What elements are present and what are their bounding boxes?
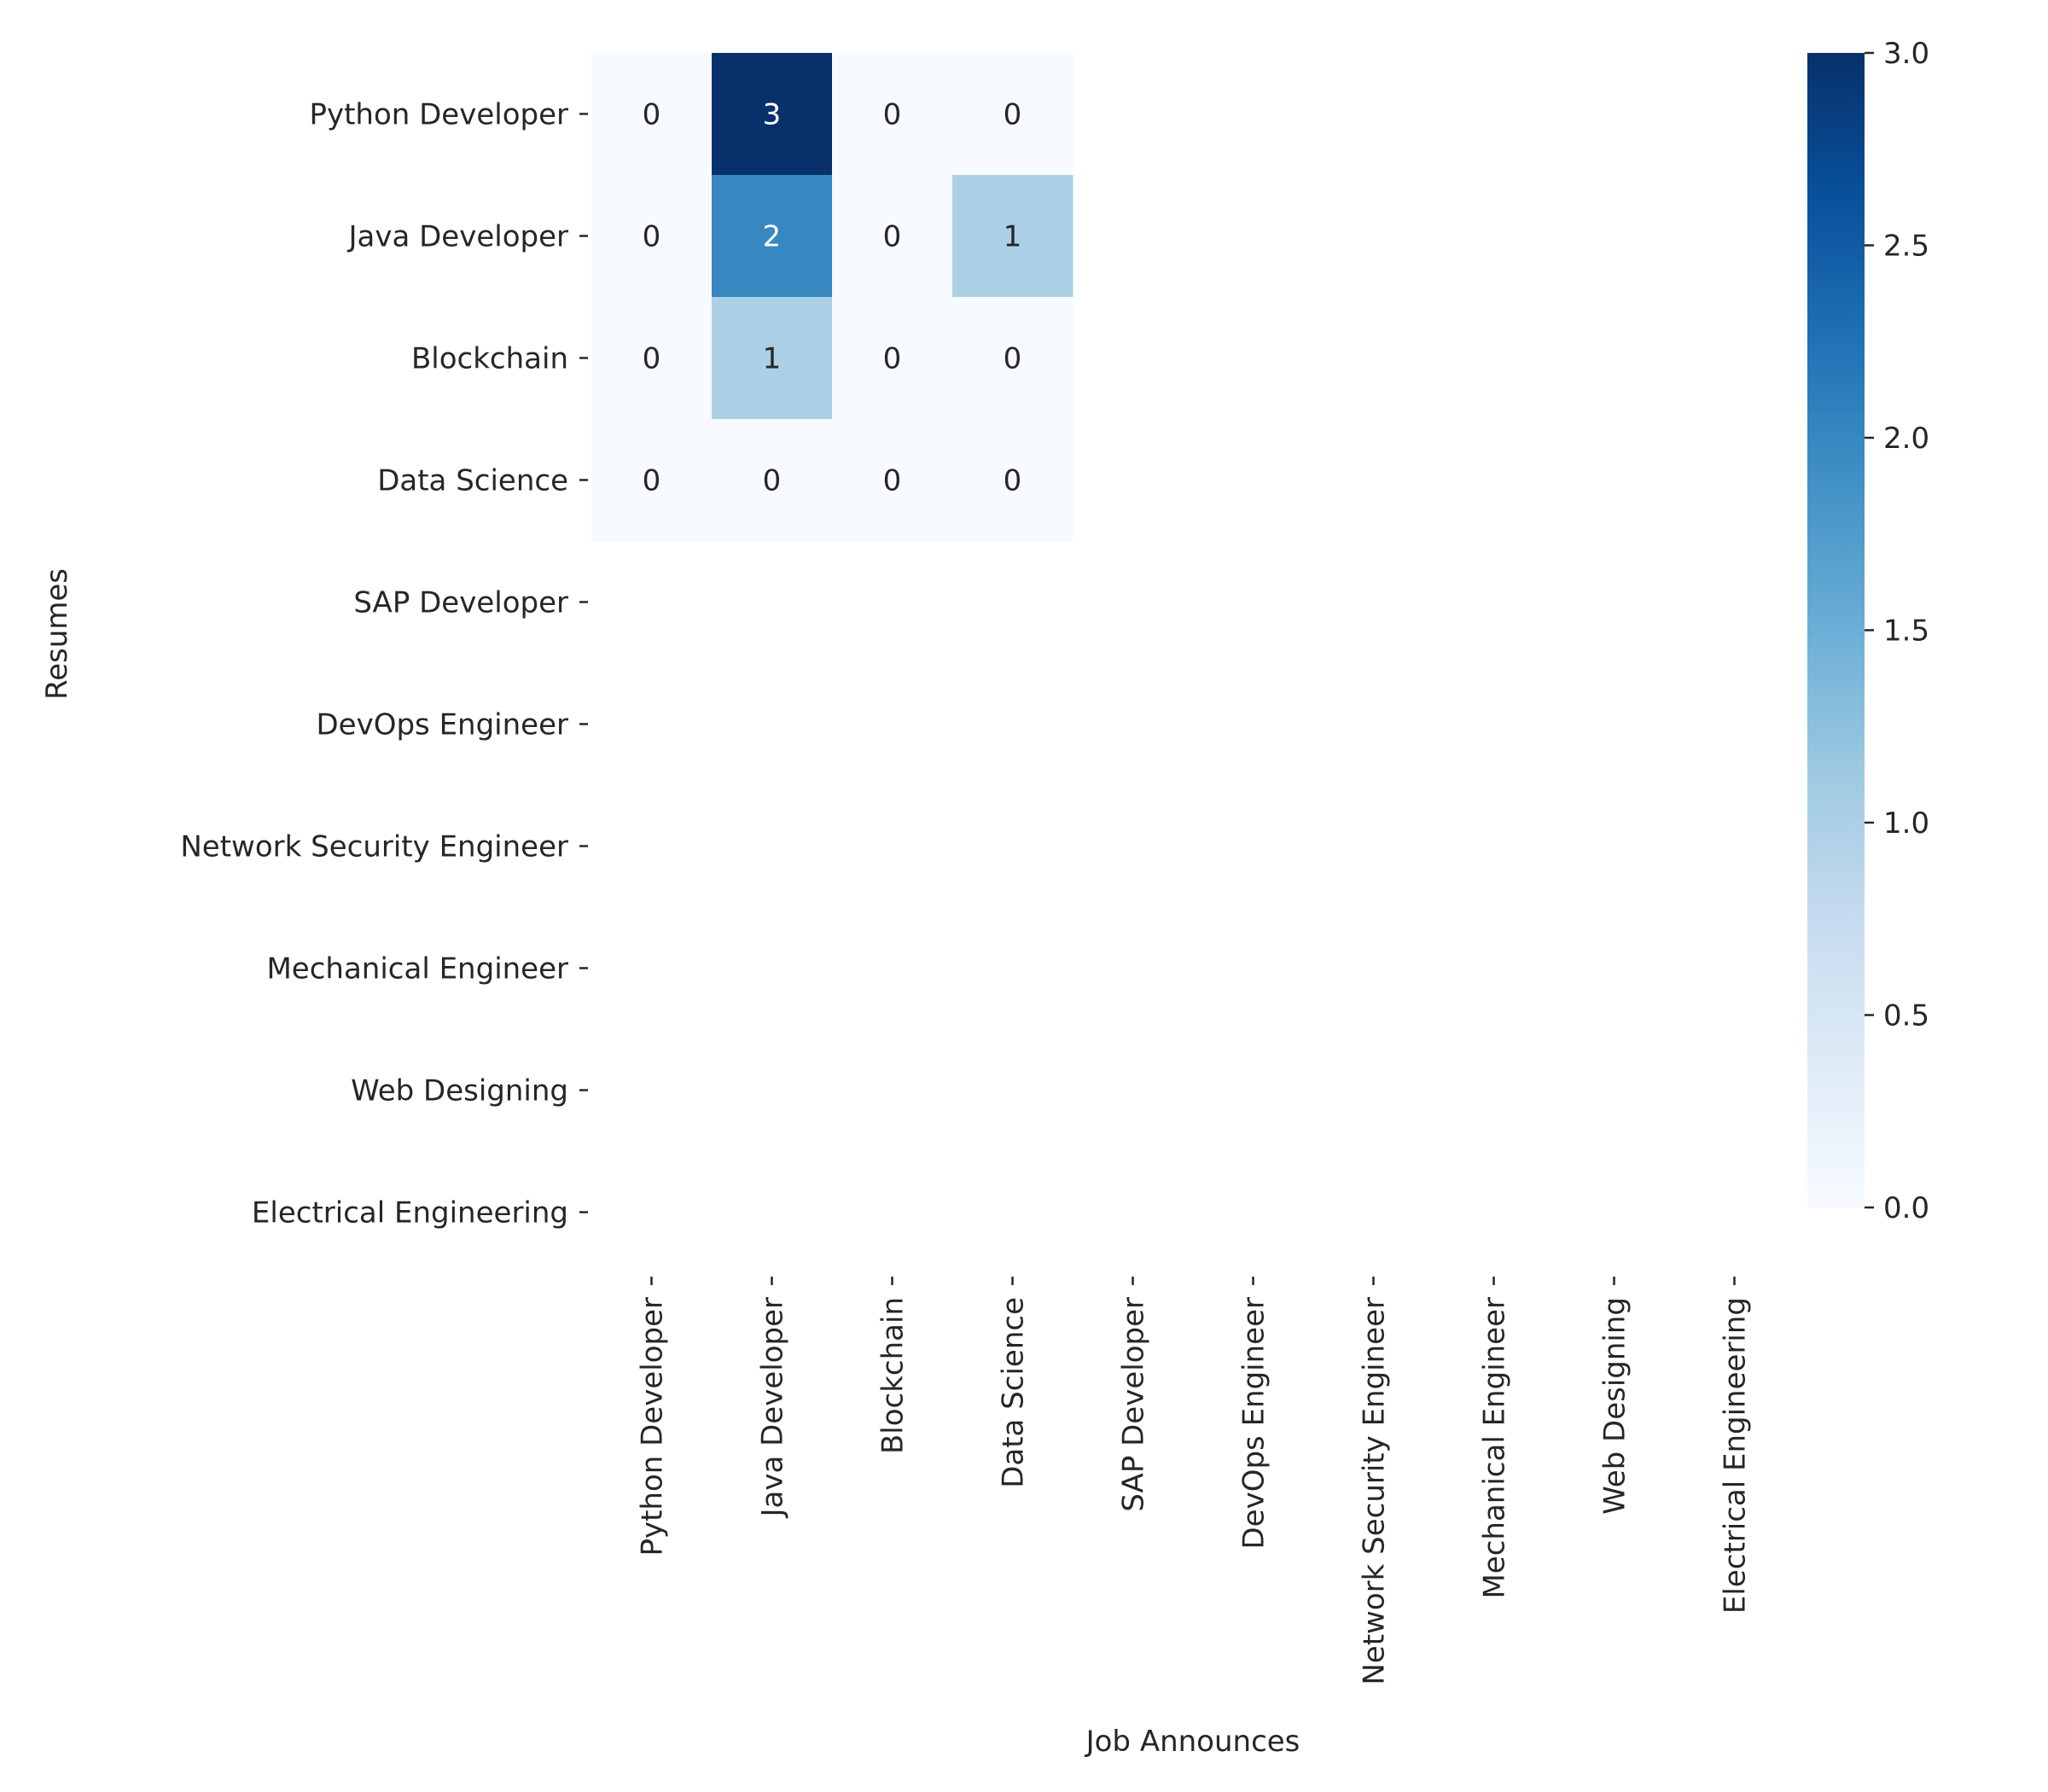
cell-value-label: 0 [1004, 342, 1022, 376]
heatmap-cell [712, 297, 833, 420]
heatmap-cell [712, 419, 833, 542]
cell-value-label: 0 [1004, 98, 1022, 132]
heatmap-cell [952, 53, 1073, 176]
cell-value-label: 0 [643, 342, 661, 376]
colorbar-gradient [1807, 53, 1865, 1207]
y-axis-label: Resumes [40, 568, 74, 700]
colorbar-tick-label: 3.0 [1883, 37, 1929, 71]
cell-value-label: 0 [643, 464, 661, 498]
y-tick-label: Mechanical Engineer [266, 952, 568, 986]
colorbar-tick-label: 1.5 [1883, 614, 1929, 649]
x-tick-label: Web Designing [1598, 1297, 1632, 1515]
heatmap-cells [591, 53, 1073, 542]
heatmap-cell [832, 53, 953, 176]
y-tick-label: SAP Developer [353, 586, 568, 620]
cell-value-label: 0 [643, 98, 661, 132]
x-tick-label: Network Security Engineer [1358, 1297, 1392, 1685]
x-tick-label: DevOps Engineer [1237, 1297, 1271, 1550]
cell-value-label: 0 [883, 342, 902, 376]
cell-value-label: 0 [883, 220, 902, 254]
cell-value-label: 0 [1004, 464, 1022, 498]
x-axis-label: Job Announces [1085, 1725, 1300, 1759]
x-tick-label: Python Developer [636, 1297, 670, 1556]
heatmap-cell [591, 53, 713, 176]
x-tick-label: Electrical Engineering [1719, 1297, 1753, 1614]
cell-value-label: 0 [763, 464, 782, 498]
heatmap-cell [952, 419, 1073, 542]
y-axis-ticks: Python Developer Java Developer Blockchain… [180, 98, 588, 1231]
colorbar: 0.0 0.5 1.0 1.5 2.0 2.5 3.0 [1807, 37, 1929, 1225]
y-tick-label: Python Developer [309, 98, 568, 132]
cell-value-label: 2 [763, 220, 782, 254]
heatmap-cell [952, 175, 1073, 298]
cell-value-label: 3 [763, 98, 782, 132]
cell-value-label: 1 [763, 342, 782, 376]
x-tick-label: Mechanical Engineer [1478, 1297, 1512, 1599]
colorbar-tick-label: 0.5 [1883, 999, 1929, 1033]
y-tick-label: Web Designing [351, 1074, 568, 1108]
x-tick-label: Java Developer [756, 1297, 790, 1519]
heatmap-cell [712, 175, 833, 298]
x-tick-label: Data Science [997, 1297, 1031, 1488]
y-tick-label: Blockchain [411, 342, 568, 376]
cell-value-label: 1 [1004, 220, 1022, 254]
heatmap-cell [591, 297, 713, 420]
heatmap-cell [952, 297, 1073, 420]
x-tick-label: SAP Developer [1117, 1297, 1151, 1512]
heatmap-cell [591, 175, 713, 298]
cell-annotations: 0 3 0 0 0 2 0 1 0 1 0 0 0 0 0 0 [643, 98, 1022, 498]
y-tick-label: Network Security Engineer [180, 830, 568, 864]
y-tick-label: DevOps Engineer [316, 708, 568, 742]
cell-value-label: 0 [883, 98, 902, 132]
colorbar-tick-label: 0.0 [1883, 1191, 1929, 1225]
heatmap-cell [832, 419, 953, 542]
y-tick-label: Java Developer [347, 220, 569, 254]
heatmap-cell [832, 175, 953, 298]
cell-value-label: 0 [883, 464, 902, 498]
heatmap-cell [712, 53, 833, 176]
x-axis-ticks: Python Developer Java Developer Blockchain… [636, 1277, 1753, 1685]
colorbar-tick-label: 2.5 [1883, 230, 1929, 264]
y-tick-label: Electrical Engineering [252, 1196, 568, 1231]
cell-value-label: 0 [643, 220, 661, 254]
x-tick-label: Blockchain [876, 1297, 911, 1454]
heatmap-cell [591, 419, 713, 542]
colorbar-tick-label: 1.0 [1883, 806, 1929, 841]
colorbar-tick-label: 2.0 [1883, 422, 1929, 456]
y-tick-label: Data Science [377, 464, 568, 498]
heatmap-cell [832, 297, 953, 420]
